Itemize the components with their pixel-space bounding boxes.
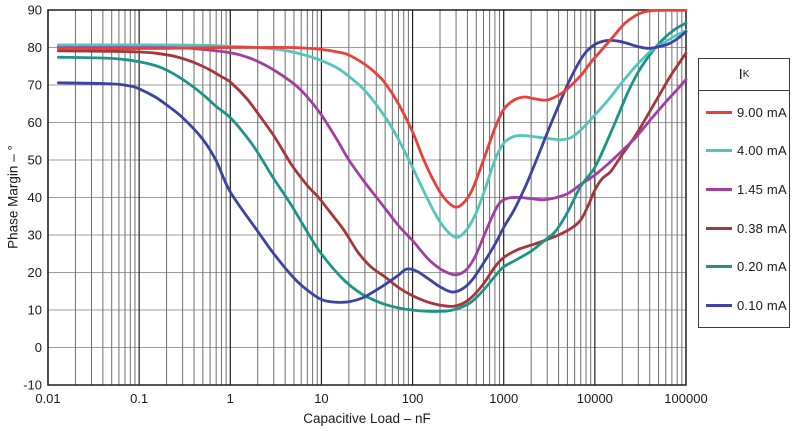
- series-curve-038: [57, 49, 688, 308]
- legend-item: 9.00 mA: [706, 105, 789, 120]
- y-tick-label: 90: [28, 3, 42, 18]
- legend-line-swatch: [706, 110, 732, 114]
- legend-line-swatch: [706, 149, 732, 153]
- y-tick-label: 30: [28, 228, 42, 243]
- legend-line-swatch: [706, 188, 732, 192]
- x-tick-label: 0.1: [130, 391, 148, 406]
- legend-item-label: 0.20 mA: [737, 259, 787, 275]
- x-axis-title: Capacitive Load – nF: [303, 411, 431, 426]
- x-tick-label: 1: [227, 391, 234, 406]
- y-tick-label: 80: [28, 40, 42, 55]
- y-tick-label: 20: [28, 265, 42, 280]
- x-tick-label: 10: [314, 391, 328, 406]
- y-tick-label: 10: [28, 303, 42, 318]
- legend-title-subscript: K: [742, 69, 750, 80]
- series-curve-020: [57, 21, 688, 313]
- legend-item-label: 0.10 mA: [737, 298, 787, 314]
- legend-item-label: 1.45 mA: [737, 182, 787, 198]
- y-tick-label: 70: [28, 78, 42, 93]
- x-tick-label: 100000: [664, 391, 707, 406]
- plot-border: [47, 9, 687, 386]
- legend-line-swatch: [706, 304, 732, 308]
- legend-item-label: 4.00 mA: [737, 143, 787, 159]
- legend-line-swatch: [706, 265, 732, 269]
- legend-item-label: 9.00 mA: [737, 104, 787, 120]
- legend-item: 0.38 mA: [706, 221, 789, 236]
- legend-item: 1.45 mA: [706, 182, 789, 197]
- legend-item: 0.10 mA: [706, 298, 789, 313]
- legend-items: 9.00 mA 4.00 mA 1.45 mA 0.38 mA 0.20 mA 0.10 …: [699, 91, 789, 327]
- x-tick-label: 1000: [489, 391, 518, 406]
- x-tick-label: 10000: [577, 391, 613, 406]
- y-tick-label: -10: [23, 378, 42, 393]
- series-curves: [57, 8, 688, 313]
- legend-item: 0.20 mA: [706, 259, 789, 274]
- y-axis-title: Phase Margin – °: [5, 145, 21, 249]
- series-curve-010: [57, 30, 688, 304]
- y-tick-label: 40: [28, 190, 42, 205]
- legend-item-label: 0.38 mA: [737, 220, 787, 236]
- y-tick-label: 60: [28, 115, 42, 130]
- series-curve-145: [57, 45, 688, 277]
- legend-line-swatch: [706, 226, 732, 230]
- legend-title-symbol: I: [738, 66, 743, 83]
- legend-item: 4.00 mA: [706, 143, 789, 158]
- x-tick-label: 0.01: [35, 391, 60, 406]
- series-curve-900: [57, 8, 688, 209]
- y-tick-label: 0: [35, 340, 42, 355]
- series-curve-400: [57, 29, 688, 239]
- y-tick-label: 50: [28, 153, 42, 168]
- x-tick-label: 100: [402, 391, 424, 406]
